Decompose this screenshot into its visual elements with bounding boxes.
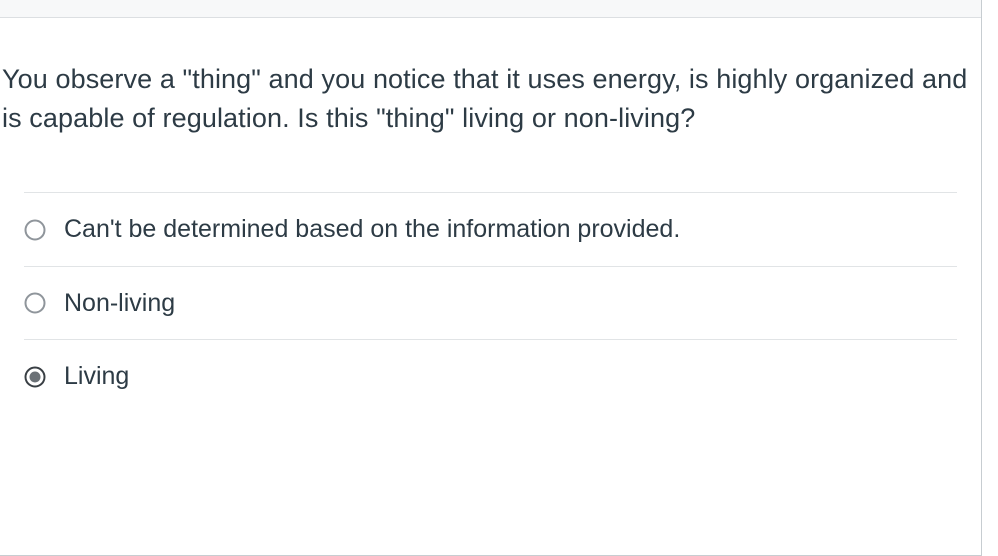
- option-row-cant-determine[interactable]: Can't be determined based on the informa…: [24, 192, 957, 266]
- question-card: You observe a "thing" and you notice tha…: [0, 0, 982, 556]
- option-label: Can't be determined based on the informa…: [64, 213, 680, 246]
- radio-icon[interactable]: [24, 292, 46, 314]
- option-label: Non-living: [64, 287, 175, 320]
- radio-icon[interactable]: [24, 219, 46, 241]
- card-top-strip: [0, 0, 981, 18]
- option-row-non-living[interactable]: Non-living: [24, 266, 957, 340]
- question-text: You observe a "thing" and you notice tha…: [2, 60, 979, 138]
- option-label: Living: [64, 360, 129, 393]
- option-row-living[interactable]: Living: [24, 339, 957, 409]
- radio-icon-selected[interactable]: [24, 366, 46, 388]
- question-block: You observe a "thing" and you notice tha…: [0, 18, 981, 138]
- options-list: Can't be determined based on the informa…: [0, 192, 981, 409]
